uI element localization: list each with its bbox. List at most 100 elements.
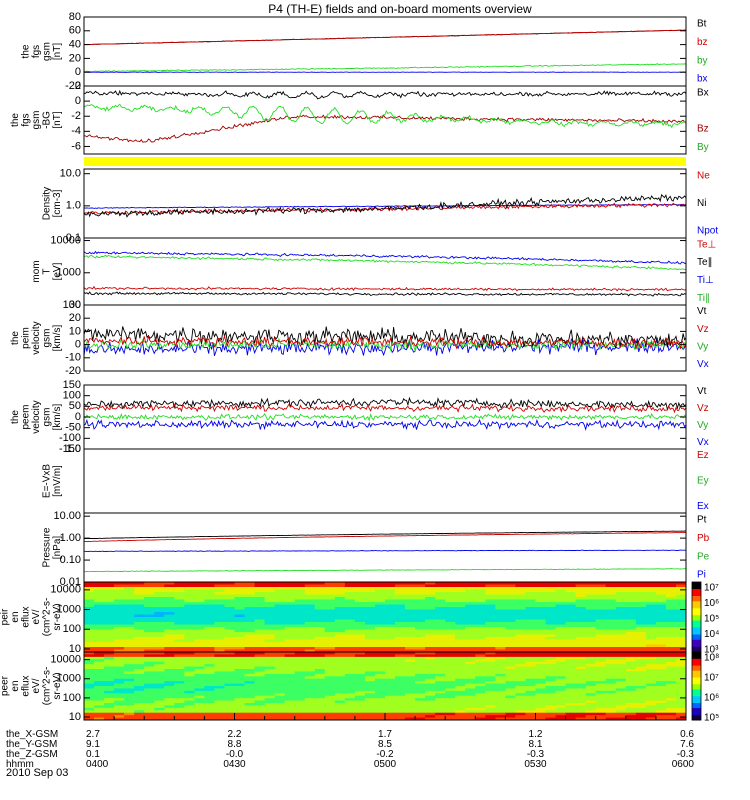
series-line-ti⊥ (84, 250, 686, 265)
ephemeris-value: 2.7 (86, 729, 100, 740)
legend-entry: Ni (697, 198, 706, 209)
ephemeris-value: 1.7 (378, 729, 392, 740)
series-line-te∥ (84, 291, 686, 297)
y-tick-label: 10000 (50, 235, 81, 247)
legend-entry: Te⊥ (697, 239, 716, 250)
figure-date: 2010 Sep 03 (6, 767, 68, 779)
ephemeris-value: 0600 (672, 759, 695, 770)
ephemeris-value: -0.0 (226, 749, 244, 760)
y-axis-label: velocity (31, 321, 42, 354)
legend-entry: Ey (697, 476, 709, 487)
legend-entry: Vy (697, 420, 708, 431)
y-tick-label: -50 (65, 422, 81, 434)
legend-entry: Ti∥ (697, 293, 710, 304)
heatmap-cells (84, 652, 686, 720)
legend-entry: Bt (697, 19, 707, 30)
y-axis-label: eflux (21, 675, 32, 696)
ephemeris-row-label: the_Y-GSM (6, 739, 57, 750)
y-axis-label: [mV/m] (52, 465, 63, 497)
y-axis-label: the (10, 410, 21, 424)
y-axis-label: peer (0, 675, 11, 696)
series-line-vy (84, 337, 686, 353)
x-axis-ephemeris: the_X-GSM 2.7 2.2 1.7 1.2 0.6 the_Y-GSM 9.1 8.8 8… (6, 713, 694, 770)
series-line-pe (84, 568, 686, 573)
y-axis-label: gsm (42, 42, 53, 61)
series-group (84, 29, 686, 73)
panel-1: 2 0 -2 -4 -6 the fgs gsm -BG [nT] Bx Bz By (10, 80, 709, 166)
y-axis-label: the (21, 44, 32, 58)
panel-9: 10⁸10⁷10⁶10⁵10000100010010thepeereneflux… (0, 651, 719, 724)
y-tick-label: 100 (63, 623, 81, 635)
panel-7: 10.00 1.00 0.10 0.01 Pressure [nPa] Pt Pb Pe Pi (42, 510, 710, 588)
series-line-pb (84, 531, 686, 542)
panel-frame (83, 237, 687, 306)
ephemeris-value: 0530 (524, 759, 547, 770)
legend-entry: Vy (697, 341, 708, 352)
series-line-vx (84, 336, 686, 357)
ephemeris-value: 9.1 (86, 739, 100, 750)
y-tick-label: -4 (71, 125, 81, 137)
y-tick-label: 1000 (57, 603, 81, 615)
series-group (84, 396, 686, 431)
ephemeris-value: 2.2 (228, 729, 242, 740)
ephemeris-value: 0.1 (86, 749, 100, 760)
y-tick-label: 10000 (50, 654, 81, 666)
y-axis-label: [nT] (52, 43, 63, 60)
legend-entry: Bz (697, 124, 709, 135)
series-line-pt (84, 530, 686, 540)
series-group (84, 530, 686, 573)
legend-entry: Bx (697, 87, 709, 98)
y-tick-label: 10000 (50, 584, 81, 596)
y-tick-label: 100 (63, 299, 81, 311)
y-axis-label: E=-VxB (42, 464, 53, 499)
series-group (84, 89, 686, 143)
legend-entry: Pt (697, 515, 707, 526)
y-axis-label: [cm-3] (52, 189, 63, 217)
y-axis-label: [nT] (52, 111, 63, 128)
y-axis-label: -BG (42, 111, 53, 129)
y-tick-label: 1.00 (60, 532, 81, 544)
panel-2: 10.0 1.0 0.1 Density [cm-3] Ne Ni Npot (42, 168, 719, 244)
figure-title: P4 (TH-E) fields and on-board moments ov… (268, 2, 532, 16)
y-tick-label: 0 (75, 95, 81, 107)
y-tick-label: 100 (63, 390, 81, 402)
legend-entry: Pb (697, 533, 710, 544)
y-tick-label: 10 (69, 711, 81, 723)
ephemeris-row-label: the_Z-GSM (6, 749, 58, 760)
ephemeris-row-label: hhmm (6, 759, 34, 770)
y-axis-label: Pressure (42, 527, 53, 567)
y-axis-label: [eV] (52, 262, 63, 280)
panel-frame (83, 16, 687, 87)
y-axis-label: T (42, 268, 53, 274)
y-tick-label: 20 (69, 52, 81, 64)
ephemeris-value: 7.6 (680, 739, 694, 750)
legend-entry: by (697, 55, 708, 66)
ephemeris-value: -0.3 (677, 749, 695, 760)
series-group (84, 193, 686, 218)
y-tick-label: 0 (75, 339, 81, 351)
series-line-by (84, 103, 686, 129)
y-tick-label: -2 (71, 110, 81, 122)
y-tick-label: 80 (69, 11, 81, 23)
series-line-ni (84, 193, 686, 218)
y-axis-label: fgs (21, 113, 32, 126)
series-line-vz (84, 402, 686, 414)
y-tick-label: 10.00 (53, 510, 81, 522)
y-tick-label: 20 (69, 312, 81, 324)
panel-frame (83, 85, 687, 155)
y-tick-label: -10 (65, 352, 81, 364)
y-axis-label: gsm (42, 408, 53, 427)
panel-frame (83, 304, 687, 372)
y-tick-label: -20 (65, 365, 81, 377)
y-tick-label: 1.0 (66, 200, 81, 212)
legend-entry: Vt (697, 306, 707, 317)
y-tick-label: 60 (69, 25, 81, 37)
y-tick-label: 0.10 (60, 554, 81, 566)
y-axis-label: peir (0, 608, 11, 625)
y-axis-label: gsm (31, 111, 42, 130)
legend-entry: Pi (697, 570, 706, 581)
legend-entry: Vt (697, 386, 707, 397)
y-tick-label: 0 (75, 66, 81, 78)
ephemeris-value: 8.8 (228, 739, 242, 750)
